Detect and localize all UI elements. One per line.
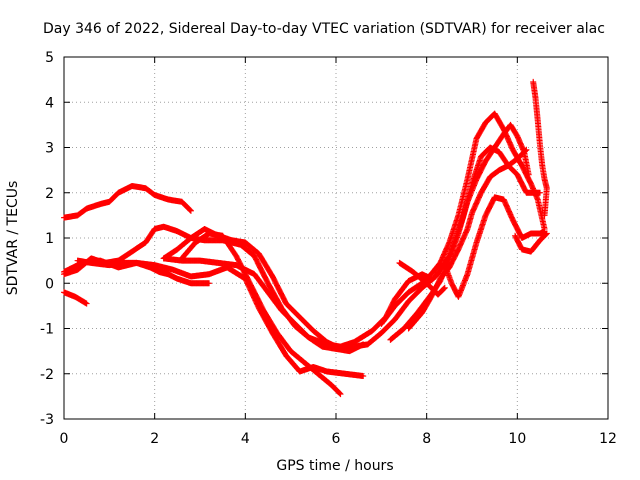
y-tick-label: 0 [45,276,54,292]
x-tick-label: 6 [332,431,341,447]
data-point [337,391,344,398]
data-point [441,284,448,291]
data-point [360,341,367,348]
y-tick-label: -2 [40,367,54,383]
series-track-6 [160,144,543,352]
data-point [542,231,549,238]
data-point [543,230,550,237]
x-tick-label: 10 [508,431,526,447]
data-marks [61,78,550,398]
y-tick-label: 2 [45,186,54,202]
data-point [522,148,529,155]
series-track-15 [530,78,550,219]
series-track-14 [512,230,550,255]
y-tick-label: -1 [40,322,54,338]
data-point [537,189,543,196]
data-point [186,206,193,213]
data-point [336,390,343,397]
data-point [187,207,194,214]
series-track-4 [61,289,90,307]
y-axis-label: SDTVAR / TECUs [5,181,21,296]
x-tick-label: 8 [422,431,431,447]
series-track-13 [396,259,448,298]
series-track-8 [178,230,344,398]
series-track-12 [441,194,548,300]
series-track-3 [61,257,367,380]
data-point [541,212,548,219]
x-tick-label: 2 [150,431,159,447]
data-point [83,300,90,307]
data-point [187,207,194,214]
y-tick-label: 5 [45,50,54,66]
series-track-9 [387,121,532,343]
data-point [441,285,448,292]
y-tick-label: 1 [45,231,54,247]
x-tick-label: 0 [60,431,69,447]
x-axis-label: GPS time / hours [276,458,393,474]
y-tick-label: 3 [45,141,54,157]
data-point [206,280,213,287]
plot-frame [63,56,609,420]
y-tick-label: -3 [40,412,54,428]
y-tick-label: 4 [45,95,54,111]
data-point [336,389,343,396]
chart-title: Day 346 of 2022, Sidereal Day-to-day VTE… [43,21,605,37]
x-tick-label: 12 [599,431,617,447]
data-point [360,373,367,380]
data-point [522,147,529,154]
x-tick-label: 4 [241,431,250,447]
data-point [523,146,530,153]
data-point [440,286,447,293]
data-point [543,231,550,238]
series-track-1 [61,182,194,221]
series-track-5 [74,257,213,287]
